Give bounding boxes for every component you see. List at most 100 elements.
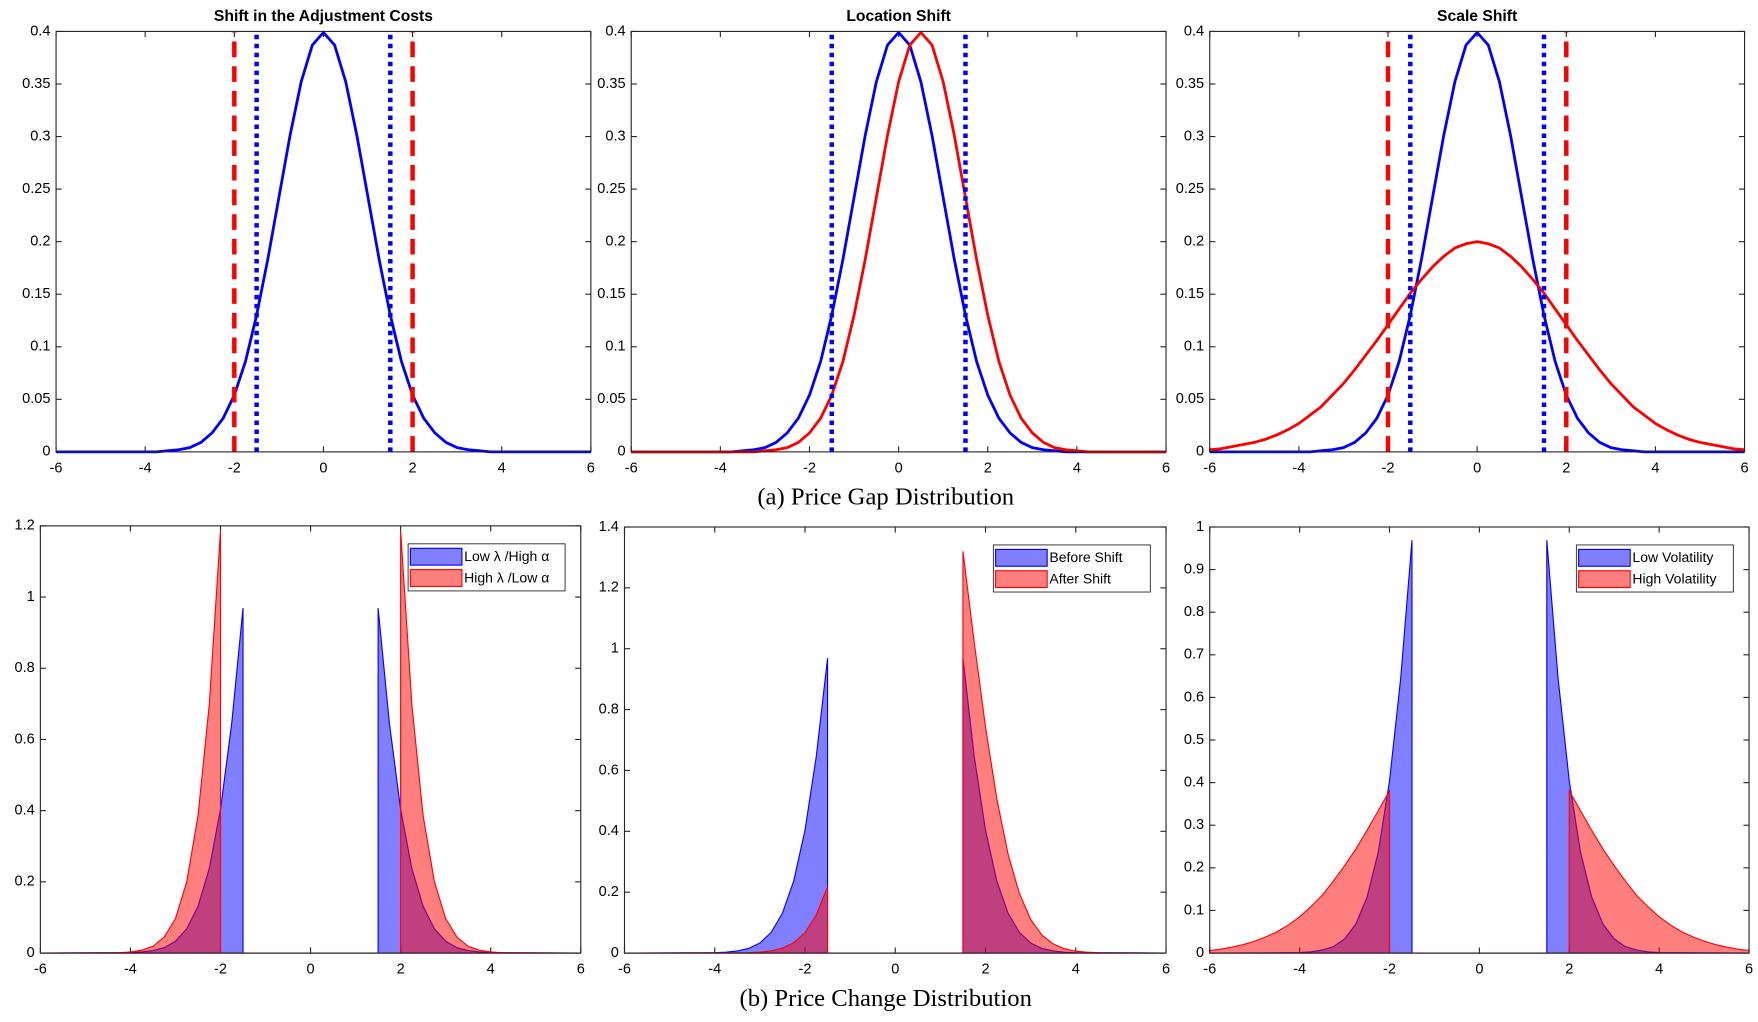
y-tick-label: 1 — [1196, 519, 1204, 535]
legend-swatch — [1578, 570, 1631, 589]
y-tick-label: 0.05 — [597, 391, 625, 407]
x-tick-label: -2 — [1383, 962, 1396, 978]
y-tick-label: 0.15 — [1176, 286, 1204, 302]
density-area — [1209, 788, 1750, 954]
density-area — [1209, 540, 1750, 954]
y-tick-label: 0.35 — [1176, 76, 1204, 92]
x-tick-label: 6 — [1745, 962, 1753, 978]
chart-title: Location Shift — [846, 8, 951, 25]
legend-swatch — [1578, 548, 1631, 567]
y-tick-label: 0.6 — [15, 731, 35, 747]
panel: Location Shift 0 0.05 0.1 0.15 0.2 0.25 0.3 0.35… — [597, 8, 1170, 477]
x-tick-label: 4 — [1073, 461, 1081, 477]
x-tick-label: 6 — [1740, 461, 1748, 477]
x-tick-label: 6 — [1162, 962, 1170, 978]
y-tick-label: 0.3 — [1184, 817, 1204, 833]
y-tick-label: 1.2 — [599, 580, 619, 596]
legend-label: High λ /Low α — [464, 569, 549, 585]
chart-title: Scale Shift — [1437, 8, 1518, 25]
y-tick-label: 0.25 — [22, 181, 50, 197]
density-line — [631, 30, 1167, 454]
panel: Scale Shift 0 0.05 0.1 0.15 0.2 0.25 0.3 0.35 0.4… — [1176, 8, 1749, 477]
x-tick-label: 2 — [1565, 962, 1573, 978]
y-tick-label: 0.1 — [1184, 902, 1204, 918]
axes-box — [39, 525, 582, 954]
legend-swatch — [409, 569, 463, 587]
axes-box — [1209, 30, 1746, 453]
y-tick-label: 0.1 — [1184, 339, 1204, 355]
x-tick-label: 0 — [307, 962, 315, 978]
x-tick-label: -2 — [1382, 461, 1395, 477]
y-tick-label: 0.7 — [1184, 647, 1204, 663]
x-tick-label: -6 — [625, 461, 638, 477]
density-area — [40, 530, 581, 954]
y-tick-label: 0.2 — [15, 874, 35, 890]
x-tick-label: 4 — [1651, 461, 1659, 477]
y-tick-label: 0.6 — [1184, 689, 1204, 705]
x-tick-label: 2 — [984, 461, 992, 477]
y-tick-label: 0.4 — [1184, 774, 1204, 790]
x-tick-label: 6 — [1162, 461, 1170, 477]
chart-title: Shift in the Adjustment Costs — [214, 8, 433, 25]
x-tick-label: 0 — [895, 461, 903, 477]
y-tick-label: 1.4 — [599, 519, 619, 535]
legend-swatch — [409, 547, 463, 566]
y-tick-label: 0.2 — [605, 234, 625, 250]
y-tick-label: 0.25 — [597, 181, 625, 197]
y-tick-label: 0 — [1196, 444, 1204, 460]
y-tick-label: 0 — [618, 444, 626, 460]
y-tick-label: 0.3 — [605, 128, 625, 144]
x-tick-label: 4 — [1655, 962, 1663, 978]
y-tick-label: 0.4 — [605, 23, 625, 39]
y-tick-label: 0.05 — [22, 391, 50, 407]
y-tick-label: 0.35 — [22, 76, 50, 92]
x-tick-label: -6 — [50, 461, 63, 477]
y-tick-label: 1 — [27, 589, 35, 605]
panel: 0 0.2 0.4 0.6 0.8 1 1.2 1.4 -6 -4 -2 0 2 4 6 Before Shi… — [599, 519, 1170, 978]
panel: 0 0.2 0.4 0.6 0.8 1 1.2 -6 -4 -2 0 2 4 6 Low λ /High α… — [15, 518, 585, 978]
y-tick-label: 0.3 — [1184, 128, 1204, 144]
y-tick-label: 0.4 — [15, 803, 35, 819]
panel: 0 0.1 0.2 0.3 0.4 0.5 0.6 0.7 0.8 0.9 1 -6 -4 -2 0 2 4 6 L… — [1184, 519, 1753, 978]
y-tick-label: 0.1 — [605, 339, 625, 355]
legend-label: High Volatility — [1632, 570, 1716, 586]
legend-label: After Shift — [1049, 570, 1111, 586]
x-tick-label: -4 — [1293, 962, 1306, 978]
x-tick-label: -6 — [34, 962, 47, 978]
x-tick-label: -4 — [124, 962, 137, 978]
density-line — [1209, 240, 1745, 452]
y-tick-label: 0.8 — [599, 701, 619, 717]
y-tick-label: 0.9 — [1184, 561, 1204, 577]
x-tick-label: 6 — [587, 461, 595, 477]
x-tick-label: -6 — [1203, 461, 1216, 477]
x-tick-label: 0 — [1475, 962, 1483, 978]
x-tick-label: 0 — [319, 461, 327, 477]
x-tick-label: 0 — [891, 962, 899, 978]
density-line — [631, 30, 1167, 454]
y-tick-label: 0.25 — [1176, 181, 1204, 197]
y-tick-label: 0.4 — [599, 823, 619, 839]
axes-box — [623, 526, 1167, 954]
x-tick-label: 2 — [1562, 461, 1570, 477]
x-tick-label: -4 — [714, 461, 727, 477]
x-tick-label: -2 — [228, 461, 241, 477]
y-tick-label: 0.4 — [1184, 23, 1204, 39]
y-tick-label: 0.05 — [1176, 391, 1204, 407]
x-tick-label: 4 — [487, 962, 495, 978]
legend-label: Low λ /High α — [464, 548, 549, 564]
axes-box — [55, 30, 592, 453]
x-tick-label: 2 — [981, 962, 989, 978]
panel: Shift in the Adjustment Costs 0 0.05 0.1 0.1… — [22, 8, 595, 477]
x-tick-label: 6 — [577, 962, 585, 978]
x-tick-label: 2 — [409, 461, 417, 477]
y-tick-label: 0.2 — [599, 884, 619, 900]
y-tick-label: 1 — [611, 641, 619, 657]
x-tick-label: 2 — [397, 962, 405, 978]
y-tick-label: 0.6 — [599, 762, 619, 778]
legend-label: Before Shift — [1049, 549, 1122, 565]
axes-box — [630, 30, 1167, 453]
x-tick-label: -2 — [803, 461, 816, 477]
legend-swatch — [995, 548, 1048, 567]
caption: (a) Price Gap Distribution — [757, 484, 1014, 511]
